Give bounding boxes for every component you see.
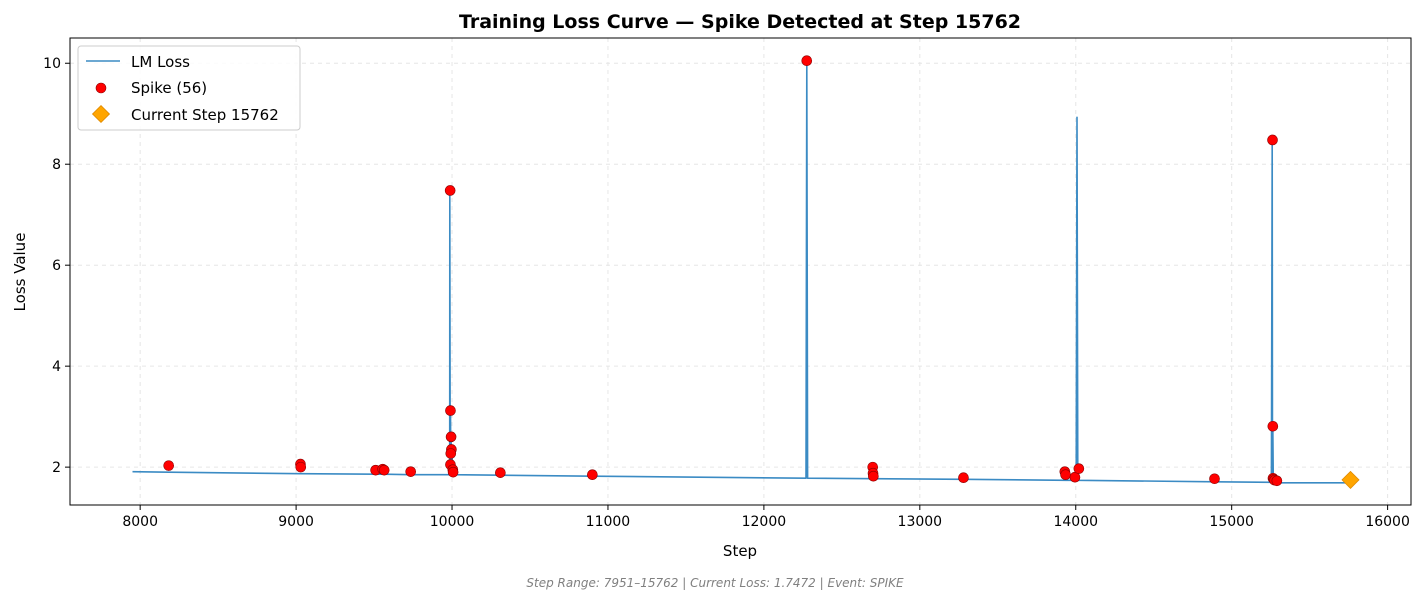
lm-loss-line <box>132 59 1351 484</box>
x-tick-label: 12000 <box>742 514 787 530</box>
x-tick-label: 14000 <box>1053 514 1098 530</box>
spike-point <box>958 472 969 484</box>
current-step-layer <box>1341 470 1360 489</box>
spike-point <box>445 431 457 443</box>
spike-point <box>587 469 598 481</box>
spike-points-layer <box>163 55 1283 487</box>
legend-entry-spike: Spike (56) <box>131 79 207 97</box>
legend-current-swatch <box>91 104 111 124</box>
y-axis-label: Loss Value <box>11 233 29 312</box>
spike-point <box>295 461 307 473</box>
spike-point <box>801 55 813 67</box>
y-tick-label: 8 <box>52 157 61 173</box>
legend-entry-current-step: Current Step 15762 <box>131 106 279 124</box>
y-tick-label: 10 <box>43 56 61 72</box>
x-tick-label: 15000 <box>1209 514 1254 530</box>
x-tick-label: 10000 <box>430 514 475 530</box>
grid-lines <box>70 38 1411 505</box>
x-axis-ticks: 8000 9000 10000 11000 12000 13000 14000 15000 16… <box>122 505 1410 530</box>
spike-point <box>1073 463 1085 474</box>
x-tick-label: 11000 <box>586 514 631 530</box>
spike-point <box>163 460 175 471</box>
y-axis-ticks: 2 4 6 8 10 <box>43 56 70 476</box>
legend: LM Loss Spike (56) Current Step 15762 <box>77 45 301 131</box>
y-tick-label: 4 <box>52 359 61 375</box>
spike-point <box>1271 475 1283 487</box>
spike-point <box>1267 420 1279 432</box>
y-tick-label: 2 <box>52 460 61 476</box>
spike-point <box>447 466 459 478</box>
spike-point <box>444 185 456 196</box>
legend-box <box>77 45 301 131</box>
x-axis-label: Step <box>723 542 757 560</box>
chart-title: Training Loss Curve — Spike Detected at … <box>459 11 1021 33</box>
spike-point <box>378 464 390 476</box>
spike-point <box>1267 134 1278 146</box>
spike-point <box>1060 469 1071 481</box>
legend-spike-swatch <box>95 82 107 94</box>
spike-point <box>445 405 456 416</box>
x-tick-label: 8000 <box>122 514 158 530</box>
loss-line-layer <box>132 59 1351 484</box>
current-step-marker <box>1341 470 1360 489</box>
spike-point <box>495 467 506 478</box>
x-tick-label: 16000 <box>1365 514 1410 530</box>
spike-point <box>1209 473 1220 485</box>
y-tick-label: 6 <box>52 258 61 274</box>
x-tick-label: 13000 <box>898 514 943 530</box>
legend-entry-lm-loss: LM Loss <box>131 53 190 71</box>
spike-point <box>445 448 457 459</box>
spike-point <box>868 470 879 482</box>
plot-frame <box>69 37 1412 506</box>
footer-caption: Step Range: 7951–15762 | Current Loss: 1… <box>526 576 904 590</box>
spike-point <box>405 466 417 477</box>
x-tick-label: 9000 <box>278 514 314 530</box>
